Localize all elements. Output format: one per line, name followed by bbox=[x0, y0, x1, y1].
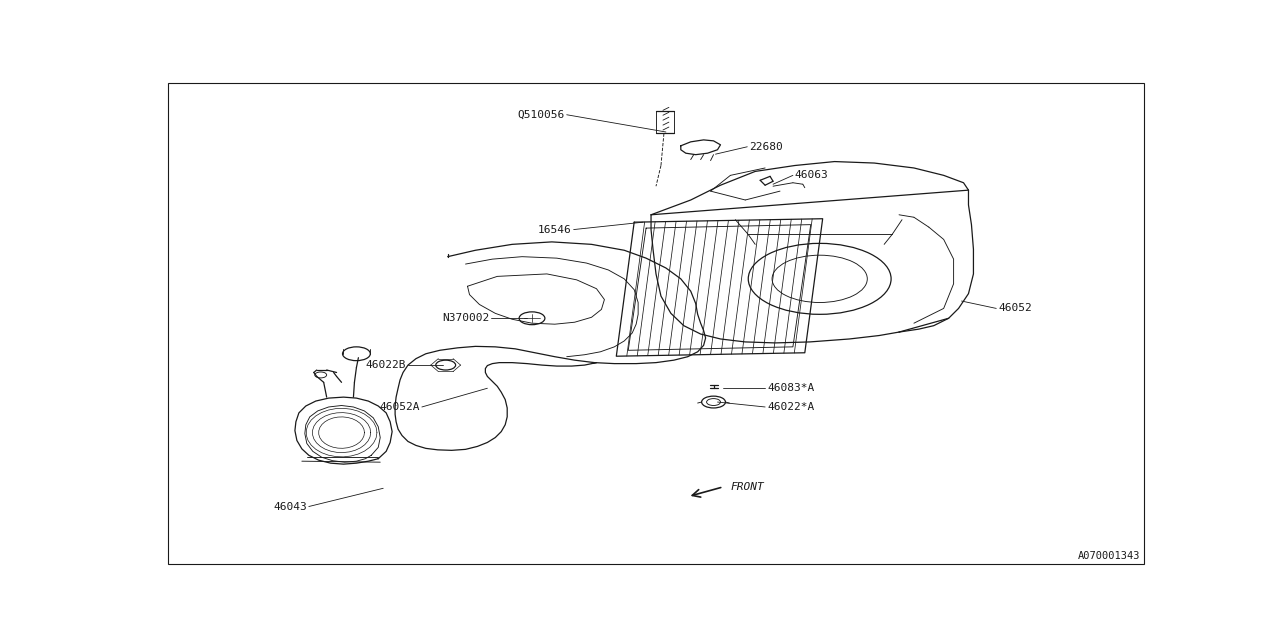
Text: 46022*A: 46022*A bbox=[767, 402, 814, 412]
Text: 46043: 46043 bbox=[273, 502, 307, 511]
Text: 22680: 22680 bbox=[749, 142, 783, 152]
Text: 46083*A: 46083*A bbox=[767, 383, 814, 393]
Text: 46052A: 46052A bbox=[379, 402, 420, 412]
Text: 46022B: 46022B bbox=[366, 360, 406, 370]
Text: 46052: 46052 bbox=[998, 303, 1032, 314]
Text: N370002: N370002 bbox=[442, 313, 489, 323]
Text: 46063: 46063 bbox=[795, 170, 828, 180]
Text: FRONT: FRONT bbox=[731, 482, 764, 492]
Text: Q510056: Q510056 bbox=[517, 109, 564, 120]
Text: A070001343: A070001343 bbox=[1078, 551, 1140, 561]
Text: 16546: 16546 bbox=[538, 225, 572, 235]
